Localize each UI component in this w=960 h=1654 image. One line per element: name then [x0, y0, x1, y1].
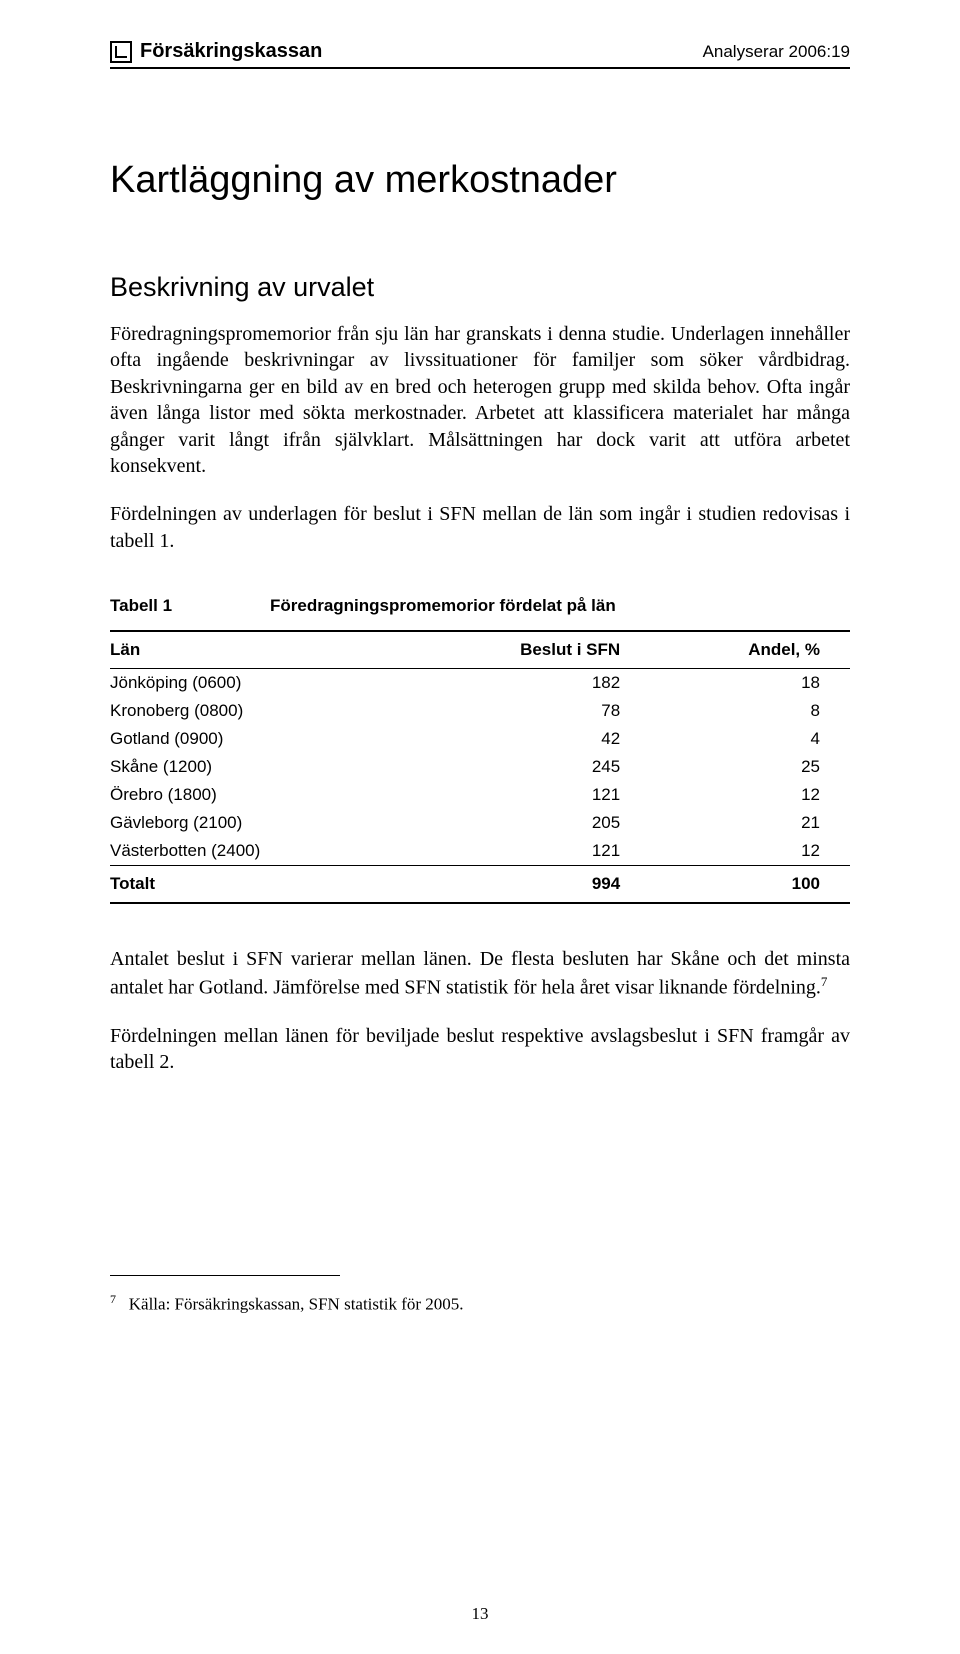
table-row: Jönköping (0600) 182 18: [110, 669, 850, 698]
col-beslut: Beslut i SFN: [450, 631, 650, 669]
table-row: Gävleborg (2100) 205 21: [110, 809, 850, 837]
cell-andel: 12: [650, 781, 850, 809]
total-label: Totalt: [110, 866, 450, 904]
cell-lan: Örebro (1800): [110, 781, 450, 809]
cell-beslut: 121: [450, 837, 650, 866]
cell-andel: 8: [650, 697, 850, 725]
footnote-marker: 7: [110, 1292, 116, 1306]
cell-lan: Gotland (0900): [110, 725, 450, 753]
cell-lan: Jönköping (0600): [110, 669, 450, 698]
section-heading: Beskrivning av urvalet: [110, 272, 850, 303]
paragraph-1: Föredragningspromemorior från sju län ha…: [110, 321, 850, 479]
cell-lan: Västerbotten (2400): [110, 837, 450, 866]
cell-beslut: 205: [450, 809, 650, 837]
document-reference: Analyserar 2006:19: [703, 42, 850, 62]
cell-andel: 25: [650, 753, 850, 781]
paragraph-2: Fördelningen av underlagen för beslut i …: [110, 501, 850, 554]
table-total-row: Totalt 994 100: [110, 866, 850, 904]
page-number: 13: [0, 1604, 960, 1624]
col-andel: Andel, %: [650, 631, 850, 669]
page-title: Kartläggning av merkostnader: [110, 159, 850, 202]
paragraph-4: Fördelningen mellan länen för beviljade …: [110, 1023, 850, 1076]
cell-lan: Kronoberg (0800): [110, 697, 450, 725]
table-caption: Tabell 1 Föredragningspromemorior fördel…: [110, 596, 850, 616]
cell-andel: 12: [650, 837, 850, 866]
cell-beslut: 121: [450, 781, 650, 809]
table-row: Västerbotten (2400) 121 12: [110, 837, 850, 866]
footnote-separator: [110, 1275, 340, 1276]
cell-andel: 4: [650, 725, 850, 753]
cell-lan: Skåne (1200): [110, 753, 450, 781]
table-row: Örebro (1800) 121 12: [110, 781, 850, 809]
table-row: Skåne (1200) 245 25: [110, 753, 850, 781]
brand-name: Försäkringskassan: [140, 40, 322, 63]
cell-lan: Gävleborg (2100): [110, 809, 450, 837]
cell-beslut: 78: [450, 697, 650, 725]
total-andel: 100: [650, 866, 850, 904]
table-1: Tabell 1 Föredragningspromemorior fördel…: [110, 596, 850, 904]
footnote-text: Källa: Försäkringskassan, SFN statistik …: [129, 1295, 464, 1314]
cell-beslut: 245: [450, 753, 650, 781]
table-caption-text: Föredragningspromemorior fördelat på län: [270, 596, 616, 616]
table-row: Gotland (0900) 42 4: [110, 725, 850, 753]
col-lan: Län: [110, 631, 450, 669]
logo-icon: [110, 41, 132, 63]
cell-beslut: 182: [450, 669, 650, 698]
paragraph-3: Antalet beslut i SFN varierar mellan län…: [110, 946, 850, 1000]
table-label: Tabell 1: [110, 596, 270, 616]
cell-beslut: 42: [450, 725, 650, 753]
paragraph-3-text: Antalet beslut i SFN varierar mellan län…: [110, 948, 850, 998]
table-header-row: Län Beslut i SFN Andel, %: [110, 631, 850, 669]
cell-andel: 21: [650, 809, 850, 837]
total-beslut: 994: [450, 866, 650, 904]
page-header: Försäkringskassan Analyserar 2006:19: [110, 40, 850, 69]
table-row: Kronoberg (0800) 78 8: [110, 697, 850, 725]
footnote: 7 Källa: Försäkringskassan, SFN statisti…: [110, 1292, 850, 1315]
cell-andel: 18: [650, 669, 850, 698]
data-table: Län Beslut i SFN Andel, % Jönköping (060…: [110, 630, 850, 904]
brand-block: Försäkringskassan: [110, 40, 322, 63]
footnote-ref: 7: [821, 974, 828, 989]
